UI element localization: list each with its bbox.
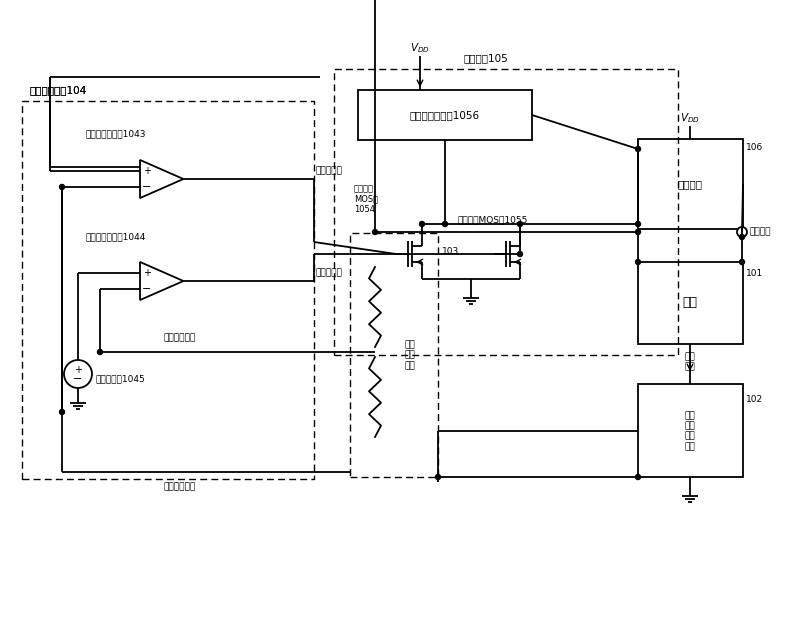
Text: 电压
采样
单元: 电压 采样 单元 <box>405 340 415 370</box>
Circle shape <box>435 475 441 480</box>
Circle shape <box>737 227 747 237</box>
Text: 106: 106 <box>746 142 763 152</box>
Text: +: + <box>143 166 151 176</box>
Circle shape <box>373 229 378 234</box>
Circle shape <box>739 234 745 240</box>
Text: 输出: 输出 <box>685 352 695 362</box>
Circle shape <box>419 221 425 226</box>
Text: −: − <box>142 182 152 192</box>
Text: 比较放大单元104: 比较放大单元104 <box>30 85 87 95</box>
Circle shape <box>635 221 641 226</box>
Text: 电压环路MOS剳1055: 电压环路MOS剳1055 <box>458 216 528 224</box>
Circle shape <box>518 221 522 226</box>
Text: $V_{DD}$: $V_{DD}$ <box>410 41 430 55</box>
Text: 负载: 负载 <box>682 297 698 310</box>
Text: 共模电平子单元1056: 共模电平子单元1056 <box>410 110 480 120</box>
Circle shape <box>98 349 102 354</box>
Text: 电压输出端: 电压输出端 <box>316 268 343 278</box>
Text: +: + <box>74 365 82 375</box>
Circle shape <box>635 260 641 265</box>
Polygon shape <box>140 160 183 198</box>
Text: 103: 103 <box>442 246 459 255</box>
Text: 输出电压: 输出电压 <box>750 228 771 236</box>
Circle shape <box>59 409 65 414</box>
Text: 电流采样信号: 电流采样信号 <box>164 483 196 492</box>
Text: 压控电阵: 压控电阵 <box>678 179 702 189</box>
Text: −: − <box>74 374 82 384</box>
Polygon shape <box>140 262 183 300</box>
Text: 电压环路放大器1044: 电压环路放大器1044 <box>85 233 146 241</box>
Text: 电流
采样
转换
单元: 电流 采样 转换 单元 <box>685 411 695 451</box>
Text: 比较放大单元104: 比较放大单元104 <box>30 85 87 95</box>
Circle shape <box>442 221 447 226</box>
Text: 选择单元105: 选择单元105 <box>464 53 509 63</box>
Text: 基准电压源1045: 基准电压源1045 <box>95 374 145 384</box>
Bar <box>638 262 743 344</box>
Text: −: − <box>142 283 152 293</box>
Circle shape <box>635 475 641 480</box>
Text: 电流输出端: 电流输出端 <box>316 167 343 176</box>
Circle shape <box>59 184 65 189</box>
Text: $V_{DD}$: $V_{DD}$ <box>680 111 700 125</box>
Text: 101: 101 <box>746 270 763 278</box>
Text: 电流环路放大器1043: 电流环路放大器1043 <box>85 130 146 139</box>
Bar <box>638 139 743 229</box>
Circle shape <box>635 229 641 234</box>
Text: 电流: 电流 <box>685 362 695 372</box>
Text: 电流环路
MOS管
1054: 电流环路 MOS管 1054 <box>354 184 378 214</box>
Circle shape <box>64 360 92 388</box>
Circle shape <box>739 260 745 265</box>
Text: 电压采样信号: 电压采样信号 <box>164 334 196 342</box>
Text: +: + <box>143 268 151 278</box>
Bar <box>638 384 743 477</box>
Text: 102: 102 <box>746 394 763 404</box>
Circle shape <box>518 251 522 256</box>
Bar <box>358 90 532 140</box>
Circle shape <box>635 147 641 152</box>
